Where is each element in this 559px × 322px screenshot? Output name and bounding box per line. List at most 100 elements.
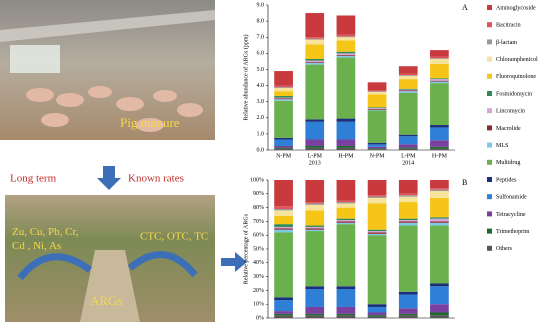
legend-swatch: [487, 246, 492, 251]
y-tick-label: 1.0: [257, 131, 265, 137]
bar-segment: [274, 180, 293, 206]
bar-segment: [274, 96, 293, 98]
down-arrow: [97, 166, 121, 190]
bar-segment: [430, 127, 449, 140]
y-tick-label: 6.0: [257, 51, 265, 57]
bar-segment: [274, 216, 293, 224]
bar-segment: [368, 147, 387, 149]
bar-segment: [274, 209, 293, 210]
bar-segment: [399, 148, 418, 149]
bar-segment: [305, 39, 324, 40]
bar-segment: [368, 198, 387, 204]
bar-segment: [430, 191, 449, 198]
legend-swatch: [487, 57, 492, 62]
bar-segment: [274, 86, 293, 88]
figure: Pig manure Long term Known rates Zu, Cu,…: [0, 0, 559, 322]
metals-line: Zu, Cu, Pb, Cr,: [12, 226, 79, 238]
bar-segment: [399, 135, 418, 137]
bar-segment: [399, 219, 418, 220]
legend-label: Aminoglycoside: [496, 5, 536, 11]
bar-segment: [305, 230, 324, 231]
x-tick-label: L-PM: [308, 153, 323, 159]
bar-segment: [274, 311, 293, 314]
bar-segment: [337, 208, 356, 219]
bar-segment: [337, 148, 356, 150]
bar-segment: [399, 194, 418, 195]
bar-segment: [399, 308, 418, 314]
bar-segment: [430, 82, 449, 84]
bar-segment: [368, 149, 387, 150]
bar-segment: [430, 180, 449, 188]
bar-segment: [305, 180, 324, 202]
bar-segment: [368, 234, 387, 235]
y-tick-label: 5.0: [257, 67, 265, 73]
bar-segment: [430, 219, 449, 222]
bar-segment: [337, 40, 356, 51]
bar-segment: [368, 144, 387, 146]
bar-segment: [337, 140, 356, 146]
bar-segment: [399, 295, 418, 309]
bar-segment: [430, 57, 449, 59]
bar-segment: [399, 197, 418, 203]
legend-label: β-lactam: [496, 40, 517, 46]
bar-segment: [368, 110, 387, 111]
legend-swatch: [487, 108, 492, 113]
bar-segment: [274, 314, 293, 315]
bar-segment: [368, 304, 387, 307]
bar-segment: [274, 88, 293, 91]
bar-segment: [430, 148, 449, 150]
bar-segment: [399, 79, 418, 89]
bar-segment: [305, 59, 324, 61]
y-tick-label: 40%: [253, 260, 264, 266]
bar-segment: [274, 300, 293, 311]
legend-swatch: [487, 211, 492, 216]
bar-segment: [305, 227, 324, 228]
bar-segment: [337, 37, 356, 40]
bar-segment: [337, 289, 356, 307]
bar-segment: [368, 195, 387, 196]
bar-segment: [337, 201, 356, 202]
bar-segment: [305, 205, 324, 211]
antibiotics-label: CTC, OTC, TC: [140, 231, 208, 243]
x-tick-label: H-PM: [338, 153, 354, 159]
bar-segment: [399, 76, 418, 79]
bar-segment: [430, 140, 449, 146]
legend-label: Chloramphenicol: [496, 57, 538, 63]
x-tick-label: L-PM: [401, 153, 416, 159]
bar-segment: [399, 136, 418, 144]
bar-segment: [305, 40, 324, 45]
bar-segment: [430, 58, 449, 59]
bar-segment: [399, 223, 418, 226]
known-rates-label: Known rates: [128, 173, 184, 185]
bar-segment: [368, 232, 387, 233]
bar-segment: [399, 315, 418, 318]
legend-swatch: [487, 160, 492, 165]
bar-segment: [368, 94, 387, 107]
bar-segment: [274, 206, 293, 209]
bar-segment: [430, 223, 449, 226]
bar-segment: [305, 307, 324, 314]
bar-segment: [399, 144, 418, 147]
bar-segment: [368, 143, 387, 145]
y-tick-label: 0%: [256, 315, 264, 321]
bar-segment: [274, 146, 293, 148]
bar-segment: [337, 221, 356, 222]
y-tick-label: 100%: [250, 177, 264, 183]
bar-segment: [399, 75, 418, 76]
bar-segment: [305, 289, 324, 307]
legend-label: Sulfonamide: [496, 194, 527, 201]
y-tick-label: 9.0: [257, 2, 265, 8]
y-tick-label: 20%: [253, 288, 264, 294]
bar-segment: [430, 226, 449, 284]
bar-segment: [368, 107, 387, 108]
bar-segment: [430, 190, 449, 191]
legend-swatch: [487, 125, 492, 130]
bar-segment: [274, 297, 293, 300]
legend-swatch: [487, 177, 492, 182]
legend-swatch: [487, 143, 492, 148]
bar-segment: [368, 312, 387, 315]
bar-segment: [337, 219, 356, 220]
bar-segment: [368, 317, 387, 318]
bar-segment: [430, 312, 449, 315]
bar-segment: [274, 227, 293, 228]
